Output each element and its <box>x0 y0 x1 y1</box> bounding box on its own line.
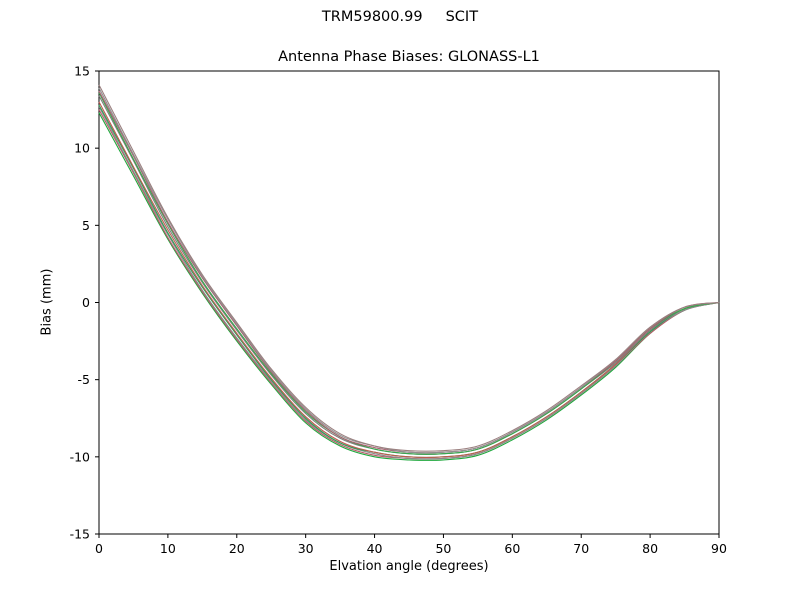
y-tick-label: 10 <box>74 141 90 156</box>
x-tick-label: 40 <box>367 541 383 556</box>
x-tick-label: 50 <box>435 541 451 556</box>
y-tick-label: -15 <box>70 527 90 542</box>
x-tick-label: 80 <box>642 541 658 556</box>
x-tick-label: 10 <box>160 541 176 556</box>
x-tick-label: 0 <box>95 541 103 556</box>
series-line-05 <box>98 101 720 458</box>
x-tick-label: 60 <box>504 541 520 556</box>
x-axis-label: Elvation angle (degrees) <box>329 559 489 574</box>
y-tick-label: 0 <box>82 295 90 310</box>
plot-area <box>98 70 720 535</box>
series-line-03 <box>98 106 720 460</box>
y-tick-label: 15 <box>74 64 90 79</box>
figure-suptitle: TRM59800.99 SCIT <box>321 9 479 25</box>
x-tick-label: 30 <box>298 541 314 556</box>
series-line-01 <box>98 112 720 461</box>
series-line-10 <box>98 84 720 452</box>
y-axis-label: Bias (mm) <box>39 268 55 336</box>
x-tick-label: 70 <box>573 541 589 556</box>
x-tick-label: 20 <box>229 541 245 556</box>
chart-title: Antenna Phase Biases: GLONASS-L1 <box>278 49 540 65</box>
x-tick-label: 90 <box>711 541 727 556</box>
y-tick-label: -5 <box>78 372 90 387</box>
y-tick-label: 5 <box>82 218 90 233</box>
y-tick-label: -10 <box>70 449 90 464</box>
